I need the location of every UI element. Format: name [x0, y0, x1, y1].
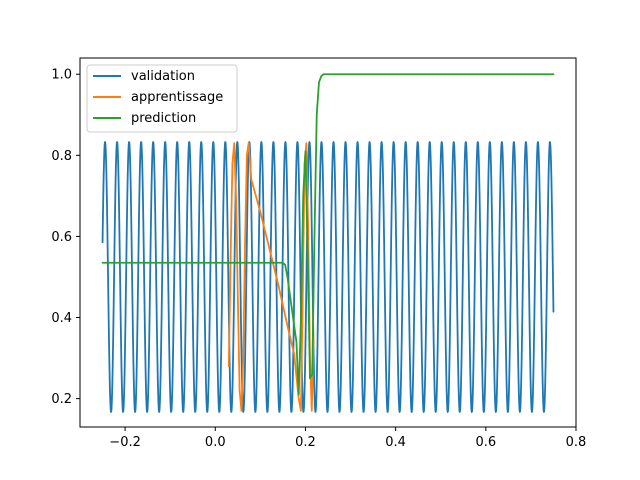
x-tick-label: 0.6 — [475, 435, 496, 450]
y-tick-label: 0.8 — [51, 149, 72, 164]
x-axis: −0.2 0.0 0.2 0.4 0.6 0.8 — [109, 427, 586, 450]
x-tick-label: 0.0 — [205, 435, 226, 450]
legend-label-validation: validation — [131, 69, 195, 84]
legend: validation apprentissage prediction — [87, 65, 237, 132]
legend-label-prediction: prediction — [131, 111, 196, 126]
y-tick-label: 0.6 — [51, 230, 72, 245]
x-tick-label: 0.2 — [295, 435, 316, 450]
series-line-validation — [103, 142, 554, 412]
y-tick-label: 0.2 — [51, 392, 72, 407]
x-tick-label: 0.8 — [566, 435, 587, 450]
legend-label-apprentissage: apprentissage — [131, 90, 223, 105]
y-axis: 0.2 0.4 0.6 0.8 1.0 — [51, 68, 80, 407]
x-tick-label: −0.2 — [109, 435, 141, 450]
y-tick-label: 1.0 — [51, 68, 72, 83]
y-tick-label: 0.4 — [51, 311, 72, 326]
x-tick-label: 0.4 — [385, 435, 406, 450]
